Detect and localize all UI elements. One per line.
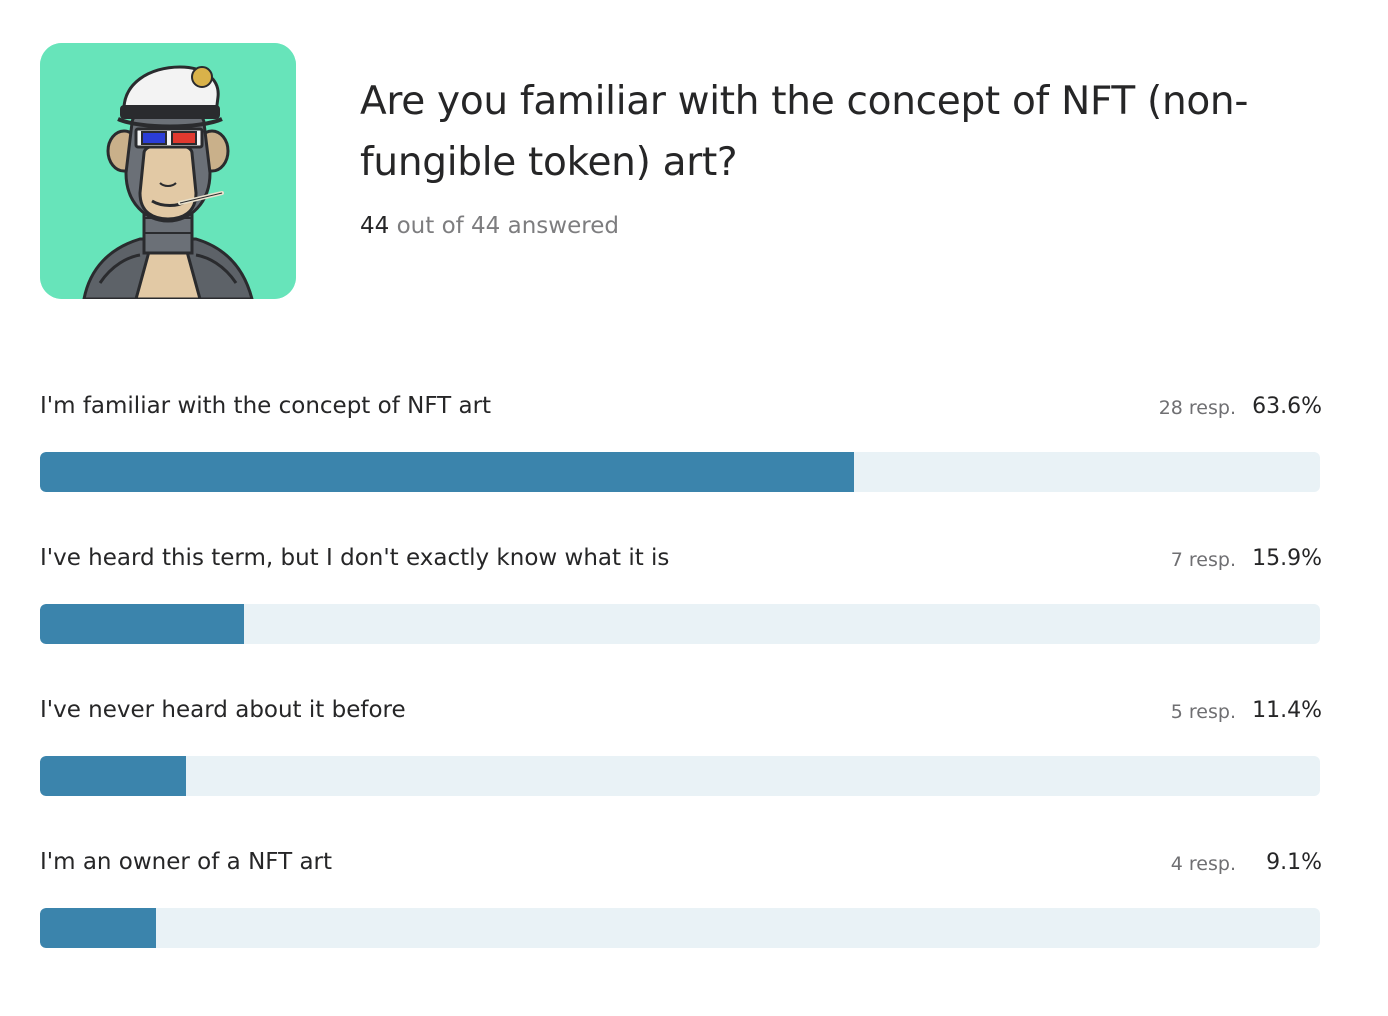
option-percentage: 63.6%	[1252, 394, 1322, 419]
ape-avatar-image	[40, 43, 296, 299]
option-label: I'm an owner of a NFT art	[40, 849, 333, 875]
option-response-count: 5 resp.	[1170, 701, 1236, 723]
option-label: I've never heard about it before	[40, 697, 406, 723]
option-response-count: 4 resp.	[1170, 853, 1236, 875]
option-bar-fill	[40, 908, 157, 948]
option-bar-track	[40, 908, 1320, 948]
option-percentage: 15.9%	[1252, 546, 1322, 571]
option-label: I've heard this term, but I don't exactl…	[40, 545, 670, 571]
option-percentage: 9.1%	[1266, 850, 1322, 875]
option-bar-track	[40, 756, 1320, 796]
answer-option: I've never heard about it before 5 resp.…	[40, 692, 1322, 844]
answered-total-text: out of 44 answered	[389, 213, 619, 239]
answer-option: I'm an owner of a NFT art 4 resp. 9.1%	[40, 844, 1322, 996]
option-response-count: 7 resp.	[1170, 549, 1236, 571]
answer-option: I've heard this term, but I don't exactl…	[40, 540, 1322, 692]
option-bar-fill	[40, 604, 244, 644]
option-label: I'm familiar with the concept of NFT art	[40, 393, 492, 419]
question-title: Are you familiar with the concept of NFT…	[360, 79, 1249, 185]
answer-options-list: I'm familiar with the concept of NFT art…	[40, 388, 1322, 996]
option-bar-fill	[40, 452, 855, 492]
option-response-count: 28 resp.	[1158, 397, 1236, 419]
answered-summary: 44 out of 44 answered	[360, 213, 619, 239]
answered-count: 44	[360, 213, 390, 239]
option-percentage: 11.4%	[1252, 698, 1322, 723]
question-header: Are you familiar with the concept of NFT…	[40, 43, 1340, 299]
answer-option: I'm familiar with the concept of NFT art…	[40, 388, 1322, 540]
option-bar-track	[40, 452, 1320, 492]
option-bar-fill	[40, 756, 186, 796]
option-bar-track	[40, 604, 1320, 644]
